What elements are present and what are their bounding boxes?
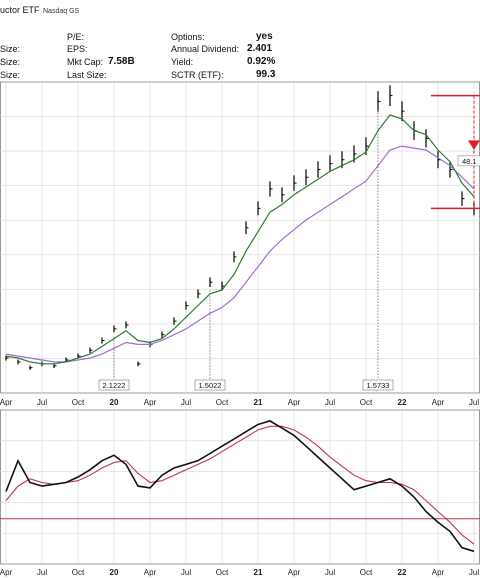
x-tick-label-top: Oct bbox=[216, 398, 229, 407]
x-tick-label-bottom: Apr bbox=[288, 568, 301, 577]
x-tick-label-top: 21 bbox=[254, 398, 263, 407]
x-tick-label-top: Apr bbox=[144, 398, 157, 407]
stat-value-dividend: 2.401 bbox=[247, 43, 273, 54]
indicator-panel bbox=[0, 420, 480, 553]
stat-label-lastsize: Last Size: bbox=[67, 70, 107, 80]
stat-value-yield: 0.92% bbox=[247, 56, 276, 67]
x-tick-label-bottom: Apr bbox=[432, 568, 445, 577]
x-tick-label-bottom: Oct bbox=[360, 568, 373, 577]
x-tick-label-bottom: Apr bbox=[0, 568, 13, 577]
x-tick-label-top: Jul bbox=[469, 398, 479, 407]
x-tick-label-bottom: Jul bbox=[37, 568, 47, 577]
x-tick-label-top: Apr bbox=[432, 398, 445, 407]
price-grid bbox=[0, 81, 480, 394]
stat-value-mktcap: 7.58B bbox=[108, 56, 135, 67]
x-tick-label-bottom: Jul bbox=[469, 568, 479, 577]
price-panel-border bbox=[0, 81, 480, 394]
price-panel bbox=[5, 85, 477, 370]
annotation-label: 2.1222 bbox=[103, 381, 126, 390]
indicator-signal-line bbox=[5, 425, 475, 545]
x-tick-label-top: 22 bbox=[398, 398, 407, 407]
x-tick-label-top: Oct bbox=[360, 398, 373, 407]
x-tick-label-bottom: Oct bbox=[216, 568, 229, 577]
stat-value-options: yes bbox=[256, 31, 273, 42]
indicator-main-line bbox=[5, 420, 475, 553]
drawdown-label: 48.1 bbox=[462, 157, 477, 166]
annotation-box bbox=[98, 379, 130, 391]
long-moving-average-line bbox=[5, 145, 475, 363]
short-moving-average-line bbox=[5, 114, 475, 365]
stat-label-yield: Yield: bbox=[171, 57, 194, 67]
x-tick-label-bottom: 21 bbox=[254, 568, 263, 577]
stat-value-sctr: 99.3 bbox=[256, 69, 276, 80]
x-tick-label-top: Jul bbox=[325, 398, 335, 407]
x-tick-label-bottom: 22 bbox=[398, 568, 407, 577]
exchange-label: Nasdaq GS bbox=[43, 8, 80, 15]
stat-label-dividend: Annual Dividend: bbox=[171, 44, 240, 54]
stat-label-mktcap: Mkt Cap: bbox=[67, 57, 104, 67]
x-tick-label-bottom: Jul bbox=[325, 568, 335, 577]
bracket-arrow bbox=[468, 140, 480, 151]
annotation-label: 1.5733 bbox=[367, 381, 390, 390]
annotation-box bbox=[362, 379, 394, 391]
stat-label-options: Options: bbox=[171, 32, 205, 42]
chart-annotations: 2.1222 1.5022 1.5733 48.1 bbox=[98, 94, 480, 391]
x-tick-label-top: Jul bbox=[37, 398, 47, 407]
left-size-label-2: Size: bbox=[0, 57, 21, 67]
x-tick-label-top: Apr bbox=[288, 398, 301, 407]
stat-label-eps: EPS: bbox=[67, 44, 88, 54]
x-axis-ticks: Apr Apr Jul Jul Oct Oct 20 20 Apr Apr Jul Jul Oct Oct… bbox=[0, 398, 479, 577]
x-tick-label-top: 20 bbox=[110, 398, 119, 407]
annotation-box bbox=[194, 379, 226, 391]
header-panel: uctor ETF Nasdaq GS Size: Size: Size: P/… bbox=[0, 0, 480, 82]
annotation-label: 1.5022 bbox=[199, 381, 222, 390]
drawdown-label-box bbox=[457, 155, 480, 167]
x-tick-label-bottom: Jul bbox=[181, 568, 191, 577]
x-tick-label-bottom: 20 bbox=[110, 568, 119, 577]
stat-label-pe: P/E: bbox=[67, 32, 85, 42]
x-tick-label-bottom: Apr bbox=[144, 568, 157, 577]
stat-label-sctr: SCTR (ETF): bbox=[171, 70, 224, 80]
x-tick-label-top: Jul bbox=[181, 398, 191, 407]
symbol-title: uctor ETF bbox=[0, 5, 40, 15]
x-tick-label-top: Apr bbox=[0, 398, 13, 407]
x-tick-label-top: Oct bbox=[72, 398, 85, 407]
left-size-label-3: Size: bbox=[0, 70, 21, 80]
left-size-label-1: Size: bbox=[0, 44, 21, 54]
x-tick-label-bottom: Oct bbox=[72, 568, 85, 577]
